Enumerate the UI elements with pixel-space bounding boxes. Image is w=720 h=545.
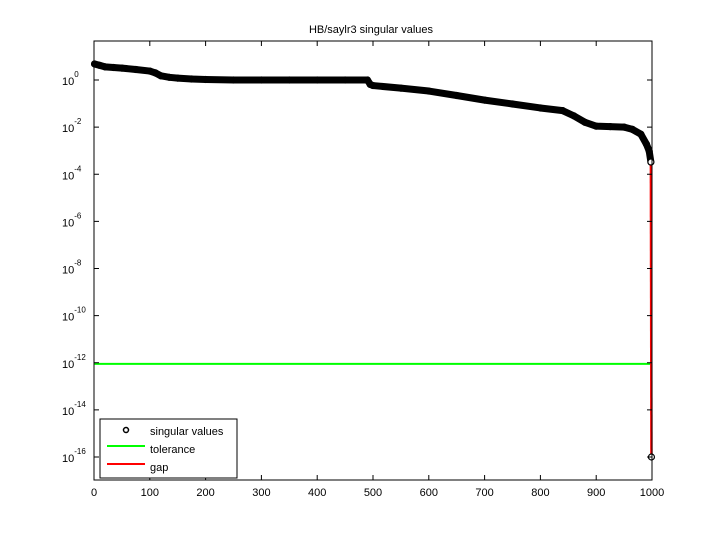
y-tick-label: 10-10	[62, 306, 86, 324]
singular-value-point	[570, 112, 578, 120]
singular-value-point	[109, 63, 118, 72]
legend-box	[99, 418, 238, 479]
singular-value-point	[118, 64, 126, 72]
legend-marker-singular-values	[122, 426, 130, 434]
singular-value-point	[425, 87, 433, 95]
singular-value-point	[369, 81, 377, 90]
singular-value-point	[151, 69, 159, 77]
axes-box	[93, 40, 653, 481]
y-tick-label: 10-14	[62, 400, 86, 418]
singular-value-point	[647, 158, 655, 166]
y-tick-label: 10-6	[62, 211, 82, 229]
plot-area	[90, 60, 656, 461]
legend-label-tolerance: tolerance	[150, 444, 195, 456]
singular-value-point	[132, 65, 140, 74]
y-tick-label: 10-4	[62, 164, 82, 182]
x-tick-label: 900	[587, 487, 605, 499]
x-tick-label: 300	[252, 487, 270, 499]
gap-line	[649, 162, 653, 458]
x-tick-label: 1000	[640, 487, 664, 499]
singular-value-point	[559, 107, 567, 115]
chart-title: HB/saylr3 singular values	[309, 24, 434, 36]
y-tick-label: 10-12	[62, 353, 86, 371]
x-tick-label: 800	[531, 487, 549, 499]
singular-value-point	[645, 147, 653, 155]
singular-value-point	[341, 76, 349, 84]
y-tick-label: 10-8	[62, 259, 82, 277]
x-tick-label: 400	[308, 487, 326, 499]
singular-value-point	[581, 118, 589, 126]
singular-value-point	[188, 75, 196, 83]
x-tick-label: 500	[364, 487, 382, 499]
singular-value-point	[257, 76, 265, 84]
singular-value-point	[637, 130, 645, 138]
singular-value-point	[174, 74, 182, 82]
singular-value-point	[481, 96, 489, 104]
x-tick-label: 600	[420, 487, 438, 499]
singular-value-point	[202, 75, 210, 84]
singular-value-point	[285, 76, 293, 84]
x-tick-label: 100	[141, 487, 159, 499]
singular-value-point	[453, 91, 461, 100]
singular-value-point	[508, 100, 517, 108]
singular-value-point	[397, 84, 405, 92]
singular-value-point	[157, 72, 165, 80]
singular-value-point	[101, 63, 109, 71]
legend-label-singular-values: singular values	[150, 426, 224, 438]
y-tick-label: 100	[62, 70, 79, 88]
singular-value-point	[536, 104, 545, 112]
singular-value-point	[313, 76, 321, 84]
singular-value-point	[620, 123, 628, 131]
x-tick-label: 200	[196, 487, 214, 499]
singular-value-point	[642, 140, 651, 148]
singular-value-point	[592, 122, 600, 130]
y-tick-label: 10-16	[62, 447, 86, 465]
x-tick-label: 0	[91, 487, 97, 499]
axes: 0 100 200 300 400 500 600 700 800 900 1000 100 10-2 1…	[62, 40, 664, 499]
singular-value-point	[628, 125, 637, 134]
singular-value-point	[229, 76, 238, 84]
singular-value-point	[165, 73, 173, 81]
legend: singular values tolerance gap	[99, 418, 238, 479]
y-tick-label: 10-2	[62, 117, 82, 135]
singular-value-point	[606, 123, 614, 131]
legend-label-gap: gap	[150, 462, 168, 474]
x-tick-label: 700	[475, 487, 493, 499]
